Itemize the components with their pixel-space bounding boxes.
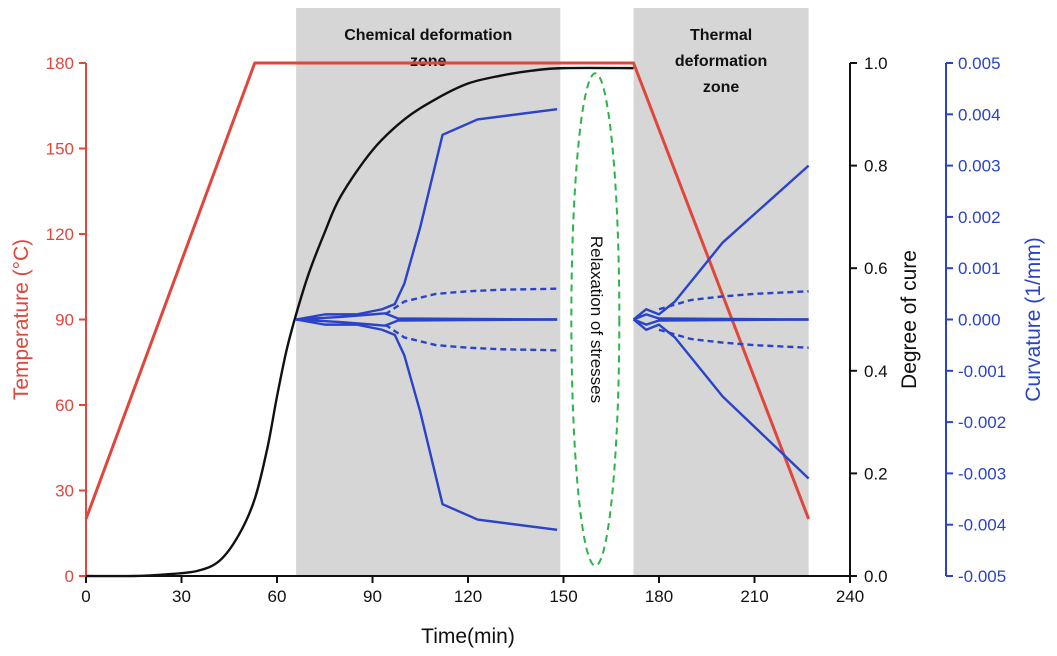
- temperature-tick-label: 150: [46, 140, 74, 159]
- cure-axis-title: Degree of cure: [898, 250, 921, 389]
- curvature-tick-label: -0.001: [958, 362, 1006, 381]
- x-axis-title: Time(min): [421, 625, 515, 648]
- curvature-series-11: [633, 318, 809, 326]
- temperature-tick-label: 120: [46, 225, 74, 244]
- curvature-series-9: [632, 318, 810, 480]
- axes-layer: 0 30 60 90 120 150 180 210 240 Time(min) 0 30 60 90 12…: [10, 54, 1045, 648]
- curvature-series-5: [296, 318, 558, 327]
- cure-tick-label: 1.0: [864, 54, 888, 73]
- x-tick-label: 30: [172, 587, 191, 606]
- curvature-series-8: [632, 164, 810, 321]
- curvature-tick-label: 0.001: [958, 259, 1001, 278]
- curvature-tick-label: 0.000: [958, 311, 1001, 330]
- curvature-tick-label: 0.003: [958, 157, 1001, 176]
- curvature-series-6: [384, 287, 558, 316]
- curvature-tick-label: 0.005: [958, 54, 1001, 73]
- x-tick-label: 210: [740, 587, 768, 606]
- curvature-tick-label: 0.002: [958, 208, 1001, 227]
- curvature-series-12: [658, 290, 809, 311]
- temperature-axis-title: Temperature (°C): [10, 239, 33, 400]
- x-tick-label: 90: [363, 587, 382, 606]
- relaxation-ellipse: [570, 72, 621, 567]
- temperature-tick-label: 60: [55, 396, 74, 415]
- x-tick-label: 0: [81, 587, 90, 606]
- curvature-tick-label: -0.003: [958, 464, 1006, 483]
- curvature-tick-label: -0.002: [958, 413, 1006, 432]
- zone-label: deformation: [675, 53, 767, 70]
- curvature-series-13: [658, 328, 809, 349]
- relaxation-label: Relaxation of stresses: [587, 236, 606, 403]
- curvature-tick-label: -0.004: [958, 516, 1006, 535]
- temperature-series-0: [84, 61, 811, 520]
- x-tick-label: 60: [268, 587, 287, 606]
- cure-tick-label: 0.8: [864, 157, 888, 176]
- temperature-tick-label: 0: [65, 567, 74, 586]
- curvature-tick-label: 0.004: [958, 105, 1001, 124]
- series-layer: [84, 61, 811, 578]
- zone-shading-0: [296, 8, 561, 576]
- curvature-tick-label: -0.005: [958, 567, 1006, 586]
- temperature-tick-label: 180: [46, 54, 74, 73]
- x-tick-label: 240: [836, 587, 864, 606]
- zones-layer: Chemical deformation zone Thermal deformati…: [296, 8, 809, 576]
- curvature-series-7: [384, 323, 558, 352]
- zone-label: Thermal: [690, 27, 752, 44]
- annotation-layer: Relaxation of stresses: [570, 72, 621, 567]
- x-tick-label: 120: [454, 587, 482, 606]
- curvature-series-2: [295, 107, 558, 321]
- temperature-tick-label: 90: [55, 311, 74, 330]
- zone-label: zone: [703, 79, 740, 96]
- cure-tick-label: 0.6: [864, 259, 888, 278]
- cure-series-1: [85, 66, 634, 578]
- x-tick-label: 180: [645, 587, 673, 606]
- cure-tick-label: 0.2: [864, 464, 888, 483]
- curvature-series-3: [295, 318, 558, 532]
- temperature-tick-label: 30: [55, 482, 74, 501]
- zone-label: Chemical deformation: [344, 27, 512, 44]
- cure-tick-label: 0.0: [864, 567, 888, 586]
- curvature-series-4: [296, 312, 558, 321]
- x-tick-label: 150: [549, 587, 577, 606]
- curvature-axis-title: Curvature (1/mm): [1022, 237, 1045, 402]
- cure-tick-label: 0.4: [864, 362, 888, 381]
